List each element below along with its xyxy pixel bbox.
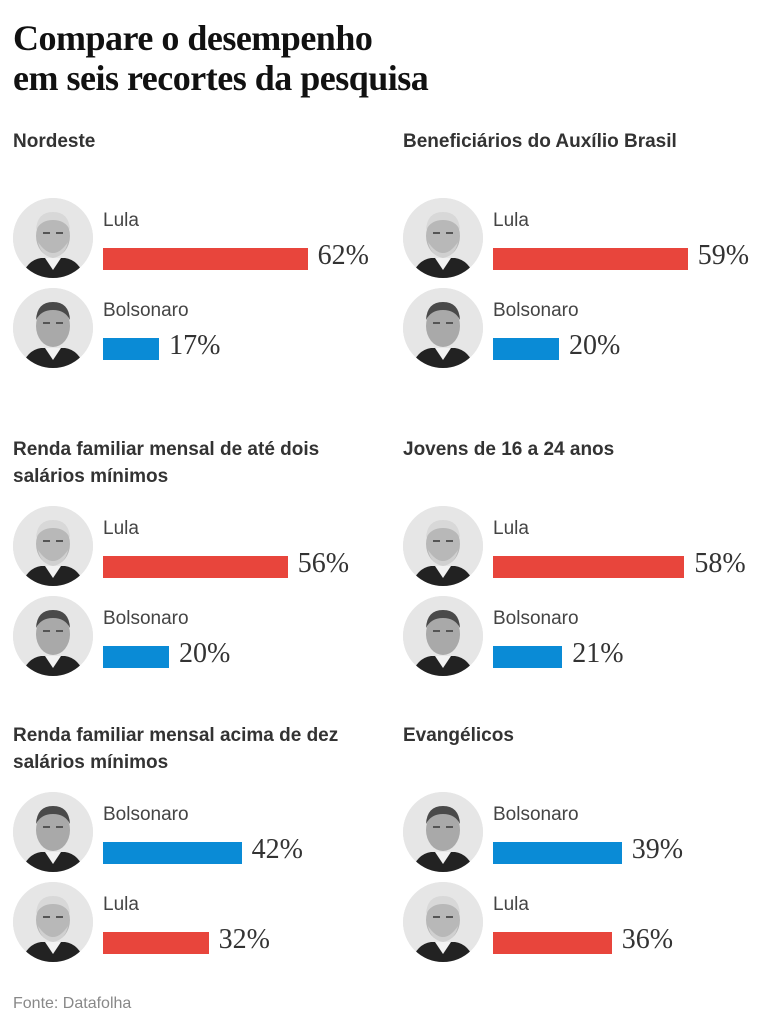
candidate-name: Bolsonaro: [103, 804, 189, 825]
candidate-photo-bolsonaro: [13, 288, 93, 368]
candidate-row: Lula 56%: [13, 506, 393, 596]
value-label: 58%: [694, 548, 746, 579]
bar-bolsonaro: [103, 338, 160, 360]
panel-title: Renda familiar mensal acima de dez salár…: [13, 725, 339, 773]
candidate-photo-bolsonaro: [403, 288, 483, 368]
bar-lula: [103, 932, 209, 954]
candidate-row: Bolsonaro 39%: [403, 792, 780, 882]
candidate-row: Bolsonaro 20%: [13, 596, 393, 686]
candidate-row: Lula 36%: [403, 882, 780, 972]
candidate-row: Lula 59%: [403, 198, 780, 288]
bar-lula: [103, 248, 308, 270]
candidate-photo-lula: [403, 198, 483, 278]
candidate-row: Bolsonaro 20%: [403, 288, 780, 378]
candidate-name: Lula: [493, 894, 529, 915]
value-label: 59%: [697, 240, 750, 271]
candidate-photo-lula: [13, 506, 93, 586]
source-note: Fonte: Datafolha: [13, 995, 132, 1012]
panel-title: Renda familiar mensal de até dois salári…: [13, 439, 320, 487]
candidate-photo-lula: [13, 198, 93, 278]
panel-title: Jovens de 16 a 24 anos: [403, 439, 615, 460]
panel: Evangélicos Bolsonaro 39% Lula 36%: [403, 722, 780, 1022]
candidate-name: Lula: [493, 518, 529, 539]
bar-bolsonaro: [493, 646, 563, 668]
value-label: 62%: [317, 240, 369, 271]
panel: Beneficiários do Auxílio Brasil Lula 59% …: [403, 128, 780, 428]
candidate-photo-bolsonaro: [403, 792, 483, 872]
candidate-photo-bolsonaro: [13, 792, 93, 872]
panel: Renda familiar mensal acima de dez salár…: [13, 722, 393, 1022]
candidate-name: Bolsonaro: [103, 608, 189, 629]
candidate-name: Bolsonaro: [493, 804, 579, 825]
candidate-photo-bolsonaro: [13, 596, 93, 676]
panel-title: Nordeste: [13, 131, 96, 152]
panel-title: Beneficiários do Auxílio Brasil: [403, 131, 677, 152]
candidate-name: Lula: [103, 210, 139, 231]
chart-title-line-1: Compare o desempenho: [13, 18, 373, 58]
candidate-row: Bolsonaro 42%: [13, 792, 393, 882]
value-label: 20%: [179, 638, 231, 669]
candidate-row: Lula 32%: [13, 882, 393, 972]
candidate-row: Lula 58%: [403, 506, 780, 596]
candidate-name: Bolsonaro: [493, 608, 579, 629]
candidate-row: Bolsonaro 21%: [403, 596, 780, 686]
chart-title: Compare o desempenho em seis recortes da…: [13, 18, 429, 98]
value-label: 36%: [621, 924, 674, 955]
candidate-row: Lula 62%: [13, 198, 393, 288]
value-label: 42%: [251, 834, 303, 865]
bar-bolsonaro: [103, 646, 169, 668]
bar-bolsonaro: [493, 338, 559, 360]
chart-title-line-2: em seis recortes da pesquisa: [13, 58, 429, 98]
value-label: 56%: [297, 548, 350, 579]
panel-title: Evangélicos: [403, 725, 514, 746]
panel: Nordeste Lula 62% Bolsonaro 17%: [13, 128, 393, 428]
bar-lula: [493, 932, 612, 954]
bar-bolsonaro: [493, 842, 622, 864]
value-label: 21%: [572, 638, 624, 669]
candidate-row: Bolsonaro 17%: [13, 288, 393, 378]
candidate-name: Bolsonaro: [103, 300, 189, 321]
value-label: 32%: [218, 924, 270, 955]
candidate-name: Lula: [493, 210, 529, 231]
candidate-photo-lula: [13, 882, 93, 962]
candidate-name: Lula: [103, 894, 139, 915]
value-label: 39%: [631, 834, 684, 865]
value-label: 20%: [569, 330, 621, 361]
candidate-photo-lula: [403, 882, 483, 962]
candidate-photo-bolsonaro: [403, 596, 483, 676]
candidate-name: Bolsonaro: [493, 300, 579, 321]
candidate-name: Lula: [103, 518, 139, 539]
bar-lula: [103, 556, 288, 578]
candidate-photo-lula: [403, 506, 483, 586]
value-label: 17%: [169, 330, 221, 361]
bar-lula: [493, 556, 685, 578]
panel: Jovens de 16 a 24 anos Lula 58% Bolsonaro…: [403, 436, 780, 736]
bar-lula: [493, 248, 688, 270]
panel: Renda familiar mensal de até dois salári…: [13, 436, 393, 736]
bar-bolsonaro: [103, 842, 242, 864]
